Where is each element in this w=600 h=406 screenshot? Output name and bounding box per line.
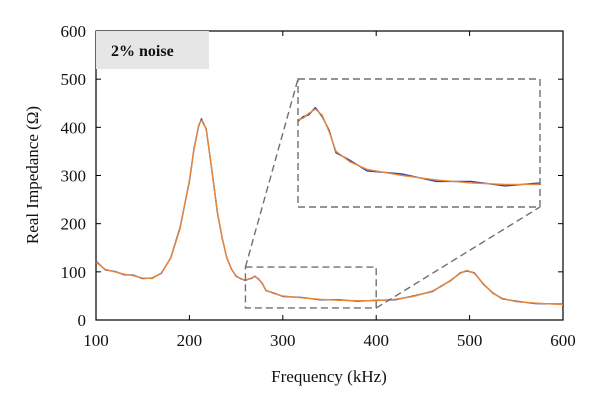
x-axis: 100 200 300 400 500 600 bbox=[83, 31, 576, 350]
noise-badge-background bbox=[96, 31, 209, 69]
x-tick-label: 500 bbox=[457, 331, 483, 350]
x-axis-title: Frequency (kHz) bbox=[271, 367, 387, 386]
x-tick-label: 100 bbox=[83, 331, 109, 350]
inset-background bbox=[298, 79, 540, 207]
zoom-region bbox=[244, 78, 541, 309]
y-tick-label: 300 bbox=[61, 167, 87, 186]
series-layer bbox=[95, 117, 564, 306]
x-tick-label: 400 bbox=[363, 331, 389, 350]
x-tick-label: 600 bbox=[550, 331, 576, 350]
y-tick-label: 500 bbox=[61, 70, 87, 89]
x-tick-label: 200 bbox=[177, 331, 203, 350]
y-tick-label: 400 bbox=[61, 118, 87, 137]
y-tick-label: 600 bbox=[61, 22, 87, 41]
y-tick-label: 100 bbox=[61, 263, 87, 282]
series-line-0 bbox=[95, 119, 564, 306]
zoom-connector bbox=[244, 78, 299, 268]
x-tick-label: 300 bbox=[270, 331, 296, 350]
y-tick-label: 0 bbox=[78, 311, 87, 330]
y-tick-label: 200 bbox=[61, 215, 87, 234]
inset-frame bbox=[297, 78, 541, 208]
noise-badge: 2% noise bbox=[96, 31, 209, 69]
inset-plot bbox=[297, 78, 541, 208]
zoom-connector bbox=[375, 206, 541, 309]
y-axis-title: Real Impedance (Ω) bbox=[23, 106, 42, 244]
noise-badge-label: 2% noise bbox=[111, 43, 174, 60]
zoom-source-box bbox=[244, 266, 377, 309]
inset-series-line-0 bbox=[297, 108, 540, 186]
